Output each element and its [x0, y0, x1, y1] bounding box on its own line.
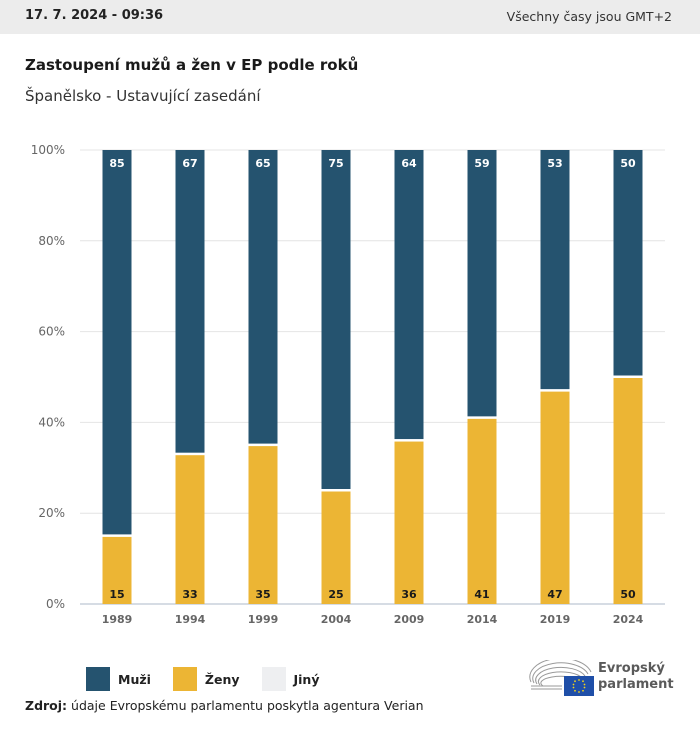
bar-ženy-1999 [248, 446, 278, 604]
data-label: 65 [255, 157, 270, 170]
source-note: Zdroj: údaje Evropskému parlamentu posky… [25, 698, 424, 713]
bar-muži-2024 [613, 150, 643, 376]
legend-item-muzi: Muži [86, 667, 151, 691]
data-label: 59 [474, 157, 489, 170]
bar-muži-2009 [394, 150, 424, 440]
data-label: 64 [401, 157, 417, 170]
data-label: 85 [109, 157, 124, 170]
stacked-bar-chart: 0% 20% 40% 60% 80% 100% 15 85 33 67 35 65 25 75 36 64 4… [31, 143, 665, 626]
legend-swatch-jiny [261, 667, 286, 691]
top-bar: 17. 7. 2024 - 09:36 Všechny časy jsou GM… [0, 0, 700, 34]
bar-muži-2019 [540, 150, 570, 390]
data-label: 75 [328, 157, 343, 170]
legend-swatch-muzi [86, 667, 110, 691]
bar-ženy-2019 [540, 391, 570, 604]
logo-text: Evropský parlament [598, 661, 674, 693]
y-tick-label: 0% [46, 597, 65, 611]
timestamp: 17. 7. 2024 - 09:36 [25, 8, 164, 23]
logo-line-1: Evropský [598, 661, 665, 676]
legend-swatch-zeny [172, 667, 197, 691]
data-label: 25 [328, 588, 343, 601]
bar-muži-2004 [321, 150, 351, 489]
data-label: 15 [109, 588, 124, 601]
data-label: 50 [620, 157, 636, 170]
bar-muži-2014 [467, 150, 497, 417]
source-text: údaje Evropskému parlamentu poskytla age… [67, 698, 424, 713]
x-tick-label: 1999 [248, 613, 279, 626]
x-tick-label: 1994 [175, 613, 206, 626]
y-tick-label: 80% [38, 234, 65, 248]
bar-ženy-1994 [175, 455, 205, 604]
bar-muži-1989 [102, 150, 132, 535]
bar-ženy-2004 [321, 491, 351, 604]
data-label: 36 [401, 588, 417, 601]
y-tick-label: 20% [38, 506, 65, 520]
x-tick-label: 1989 [102, 613, 133, 626]
x-tick-label: 2004 [321, 613, 352, 626]
legend-label-muzi: Muži [118, 671, 151, 687]
bar-ženy-2009 [394, 441, 424, 604]
data-label: 53 [547, 157, 562, 170]
x-tick-label: 2009 [394, 613, 425, 626]
logo-line-2: parlament [598, 677, 674, 692]
legend: Muži Ženy Jiný [86, 667, 341, 691]
parliament-hemicycle-icon [529, 657, 594, 696]
legend-label-zeny: Ženy [204, 671, 240, 687]
data-label: 33 [182, 588, 197, 601]
y-tick-label: 40% [38, 415, 65, 429]
legend-label-jiny: Jiný [293, 671, 320, 687]
eu-flag-icon [564, 676, 594, 696]
y-tick-label: 60% [38, 325, 65, 339]
bar-muži-1999 [248, 150, 278, 444]
legend-item-zeny: Ženy [172, 667, 240, 691]
ep-logo: Evropský parlament [528, 657, 678, 696]
bar-ženy-1989 [102, 536, 132, 604]
data-label: 41 [474, 588, 489, 601]
source-label: Zdroj: [25, 698, 68, 713]
chart-subtitle: Španělsko - Ustavující zasedání [25, 87, 261, 105]
data-label: 35 [255, 588, 270, 601]
data-label: 67 [182, 157, 197, 170]
data-label: 50 [620, 588, 636, 601]
data-label: 47 [547, 588, 562, 601]
x-tick-label: 2024 [613, 613, 644, 626]
chart-title: Zastoupení mužů a žen v EP podle roků [25, 56, 359, 74]
timezone-note: Všechny časy jsou GMT+2 [506, 9, 672, 24]
legend-item-jiny: Jiný [261, 667, 320, 691]
y-tick-label: 100% [31, 143, 65, 157]
x-tick-label: 2019 [540, 613, 571, 626]
bar-ženy-2024 [613, 378, 643, 604]
x-tick-label: 2014 [467, 613, 498, 626]
bar-ženy-2014 [467, 418, 497, 604]
bar-muži-1994 [175, 150, 205, 453]
